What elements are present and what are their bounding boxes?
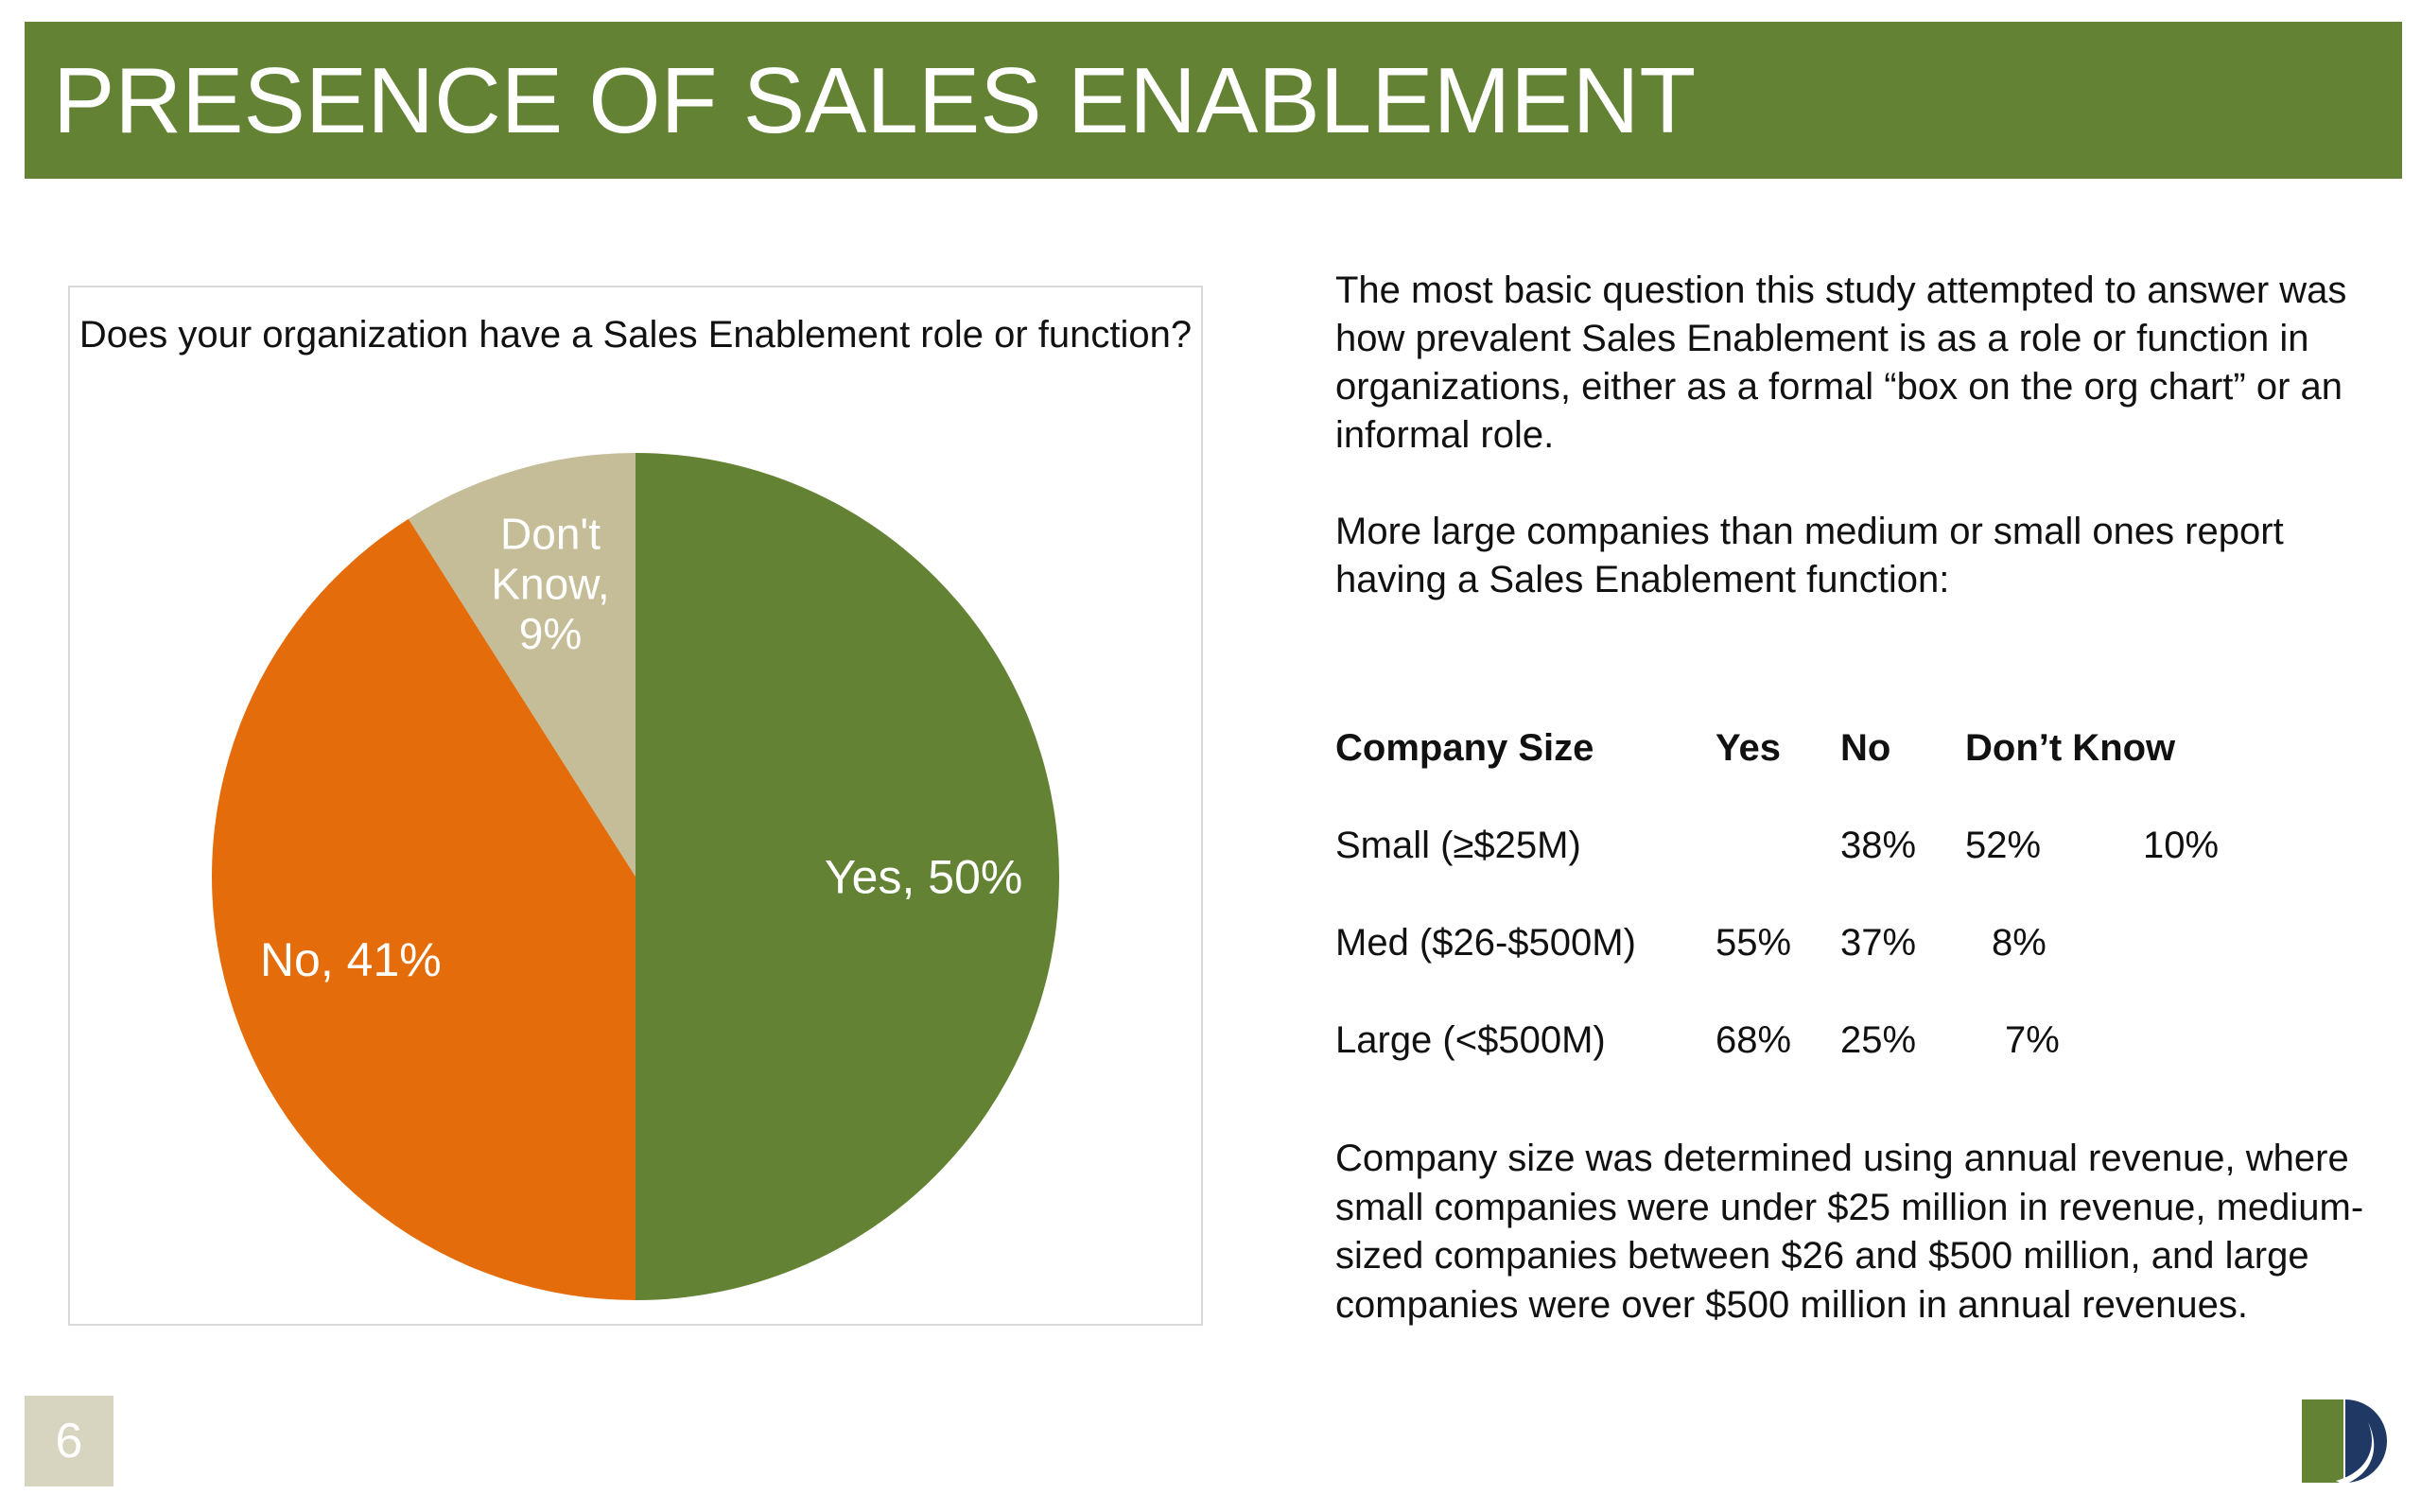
table-cell: 25% — [1840, 1019, 1917, 1061]
table-cell: 8% — [1992, 922, 2047, 964]
title-bar: PRESENCE OF SALES ENABLEMENT — [25, 22, 2402, 179]
table-row: Large (<$500M) 68% 25% 7% — [1335, 992, 2256, 1089]
slice-label-yes: Yes, 50% — [825, 851, 1022, 904]
table-cell: 38% — [1840, 825, 1917, 866]
header-yes: Yes — [1716, 727, 1781, 769]
company-logo-icon — [2302, 1399, 2387, 1485]
pie-slice-don-t-know — [408, 453, 636, 877]
slice-label-don-t-know: Don't Know, 9% — [491, 509, 609, 658]
table-cell: 52% — [1965, 825, 2042, 866]
company-size-table: Company Size Yes No Don’t Know Small (≥$… — [1335, 700, 2256, 1089]
header-no: No — [1840, 727, 1891, 769]
table-cell — [2143, 895, 2256, 992]
header-company-size: Company Size — [1335, 727, 1594, 769]
description: The most basic question this study attem… — [1335, 267, 2376, 652]
table-cell: 7% — [2005, 1019, 2060, 1061]
pie-slice-yes — [636, 453, 1059, 1300]
slide-number: 6 — [55, 1414, 83, 1469]
table-cell: Large (<$500M) — [1335, 1019, 1606, 1061]
table-cell — [1716, 797, 1840, 895]
pie-slice-no — [211, 518, 636, 1300]
pie-chart: Yes, 50% No, 41% Don't Know, 9% — [211, 453, 1059, 1300]
slide-number-box: 6 — [25, 1396, 113, 1486]
footnote: Company size was determined using annual… — [1335, 1138, 2364, 1326]
table-cell: 55% — [1716, 922, 1792, 964]
table-cell: 68% — [1716, 1019, 1792, 1061]
table-cell: 37% — [1840, 922, 1917, 964]
table-cell: Med ($26-$500M) — [1335, 922, 1636, 964]
table-cell: 10% — [2143, 825, 2220, 866]
table-cell — [2143, 992, 2256, 1089]
chart-title: Does your organization have a Sales Enab… — [78, 314, 1193, 356]
table-row: Med ($26-$500M) 55% 37% 8% — [1335, 895, 2256, 992]
slice-label-no: No, 41% — [260, 933, 442, 986]
table-header-row: Company Size Yes No Don’t Know — [1335, 700, 2256, 797]
description-paragraph-1: The most basic question this study attem… — [1335, 269, 2347, 456]
header-dont-know: Don’t Know — [1965, 727, 2176, 769]
table-row: Small (≥$25M) 38% 52% 10% — [1335, 797, 2256, 895]
page-title: PRESENCE OF SALES ENABLEMENT — [53, 48, 1697, 152]
table-cell: Small (≥$25M) — [1335, 825, 1581, 866]
description-paragraph-2: More large companies than medium or smal… — [1335, 511, 2284, 600]
